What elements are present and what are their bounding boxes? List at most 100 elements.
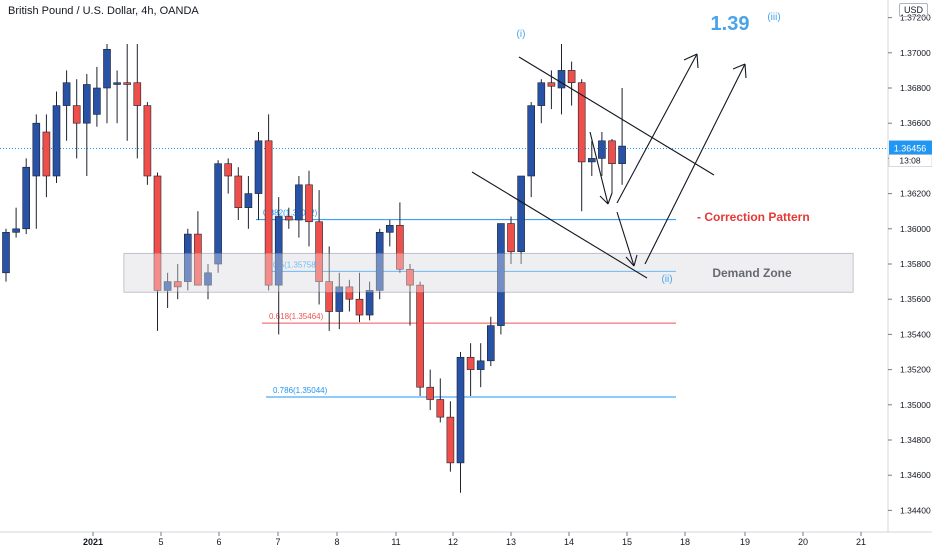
x-tick-label: 14: [564, 537, 574, 547]
candle-body: [608, 140, 616, 164]
y-tick-label: 1.35800: [900, 259, 931, 269]
x-tick-label: 19: [740, 537, 750, 547]
candle-body: [173, 281, 182, 288]
chart-title: British Pound / U.S. Dollar, 4h, OANDA: [8, 5, 199, 17]
candle-body: [234, 175, 243, 208]
candle-body: [153, 175, 162, 291]
candle-body: [547, 82, 556, 87]
y-tick-label: 1.36200: [900, 189, 931, 199]
candle-body: [103, 48, 111, 89]
candle-body: [83, 84, 91, 124]
y-tick-label: 1.35000: [900, 400, 931, 410]
candle-body: [618, 145, 626, 164]
wave-arrow-head-3a: [683, 53, 698, 61]
candle-body: [224, 163, 232, 177]
y-tick-label: 1.34600: [900, 470, 931, 480]
candle-body: [325, 281, 334, 312]
fib-label: 0.786(1.35044): [273, 386, 328, 395]
x-tick-label: 5: [158, 537, 163, 547]
candle-body: [416, 284, 424, 388]
candle-body: [456, 356, 465, 464]
wave-ii-label: (ii): [661, 274, 672, 285]
wave-arrow-head-4b: [744, 63, 747, 79]
candle-body: [355, 298, 364, 316]
fib-label: 0.382(1.36052): [263, 209, 318, 218]
wave-arrow-up-2: [644, 63, 746, 265]
x-tick-label: 2021: [83, 537, 103, 547]
demand-zone: [123, 252, 854, 293]
candle-body: [274, 216, 283, 286]
candle-body: [577, 82, 586, 163]
candle-body: [476, 360, 485, 370]
demand-zone-label: Demand Zone: [712, 266, 792, 280]
candle-body: [365, 290, 374, 316]
candle-body: [517, 175, 525, 252]
candle-body: [426, 386, 435, 400]
y-tick-label: 1.36800: [900, 83, 931, 93]
x-tick-label: 8: [334, 537, 339, 547]
x-tick-label: 18: [680, 537, 690, 547]
x-tick-label: 21: [856, 537, 866, 547]
candle-body: [486, 325, 495, 362]
candle-body: [264, 140, 273, 286]
wave-arrow-head-1b: [607, 192, 613, 205]
candle-body: [295, 184, 303, 221]
candle-body: [335, 286, 344, 312]
target-label: 1.39: [711, 13, 750, 35]
y-tick-label: 1.35400: [900, 329, 931, 339]
candle-body: [22, 166, 31, 230]
y-tick-label: 1.36000: [900, 224, 931, 234]
candle-body: [406, 268, 414, 286]
candle-body: [385, 224, 394, 233]
wave-arrow-down-1: [589, 131, 609, 205]
candle-body: [2, 232, 10, 274]
countdown-box: [888, 154, 932, 167]
countdown-value: 13:08: [899, 156, 921, 166]
candle-body: [123, 82, 131, 85]
candle-body: [587, 158, 596, 163]
candle-body: [305, 184, 313, 223]
x-tick-label: 20: [798, 537, 808, 547]
candle-body: [72, 105, 81, 124]
channel-upper-line: [518, 56, 715, 176]
candle-body: [52, 105, 61, 177]
currency-label[interactable]: USD: [899, 3, 929, 17]
candle-body: [497, 223, 505, 326]
fib-label: 0.618(1.35464): [269, 312, 324, 321]
candle-body: [396, 224, 404, 270]
candle-body: [214, 163, 222, 265]
candle-body: [598, 140, 606, 159]
candle-body: [113, 82, 121, 85]
candle-body: [254, 140, 263, 194]
candle-body: [436, 399, 445, 418]
candle-body: [375, 232, 384, 291]
candle-body: [446, 416, 455, 464]
candle-body: [42, 131, 51, 177]
x-tick-label: 15: [622, 537, 632, 547]
candle-body: [527, 105, 536, 177]
x-tick-label: 12: [448, 537, 458, 547]
price-badge: [889, 140, 932, 155]
wave-arrow-down-2: [616, 211, 635, 267]
candle-body: [244, 193, 253, 208]
fib-label: 0.5(1.35758): [273, 260, 319, 269]
y-tick-label: 1.34400: [900, 505, 931, 515]
wave-iii-label: (iii): [767, 12, 780, 23]
channel-lower-line: [471, 171, 648, 279]
candle-body: [507, 223, 515, 252]
candle-body: [284, 216, 293, 221]
candle-body: [345, 286, 354, 300]
candle-body: [163, 281, 172, 291]
x-tick-label: 11: [391, 537, 400, 547]
candle-body: [194, 233, 202, 286]
candle-body: [133, 82, 142, 106]
price-badge-value: 1.36456: [894, 144, 927, 154]
candle-body: [315, 221, 323, 282]
demand-zone-overlay: [124, 253, 853, 293]
candle-body: [32, 122, 41, 177]
wave-arrow-head-2b: [633, 254, 638, 267]
candle-body: [466, 356, 475, 370]
wave-arrow-head-4a: [732, 63, 746, 70]
